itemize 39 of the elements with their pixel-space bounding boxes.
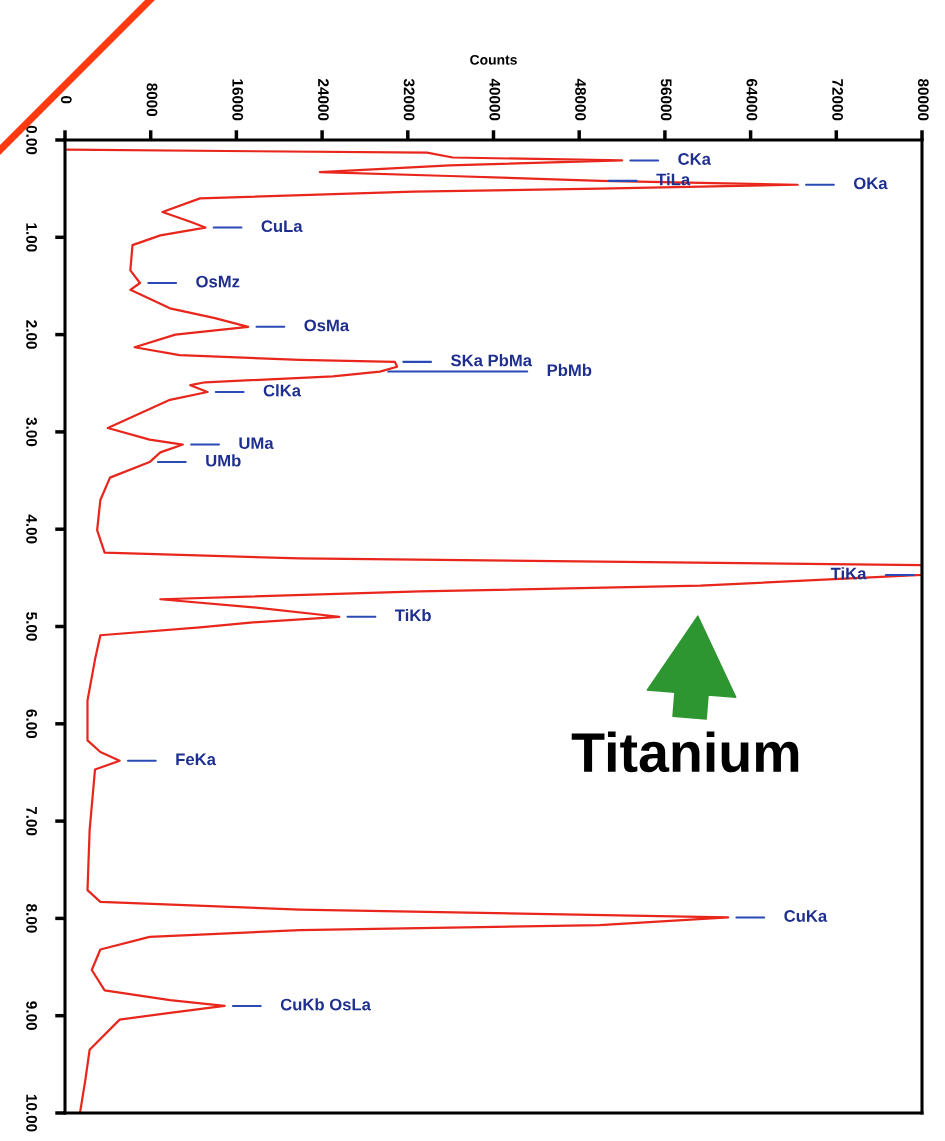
x-axis-title: Counts	[470, 54, 517, 65]
annotation: UMa	[239, 437, 274, 450]
y-tick-label: 4.00	[26, 514, 37, 544]
x-tick-label: 56000	[660, 78, 672, 121]
y-tick-label: 2.00	[26, 320, 37, 349]
annotation: SKa PbMa	[450, 354, 533, 367]
annotation: CKa	[678, 153, 712, 165]
y-tick-label: 3.00	[26, 417, 37, 447]
annotation: CuLa	[261, 220, 303, 233]
annotation: Titanium	[571, 731, 799, 773]
y-tick-label: 0.00	[26, 125, 37, 155]
y-tick-label: 9.00	[26, 1001, 37, 1030]
y-tick-label: 5.00	[26, 612, 37, 641]
annotation: CuKa	[784, 910, 828, 922]
annotation: TiKb	[394, 609, 431, 622]
x-tick-label: 32000	[403, 78, 415, 121]
x-tick-label: 72000	[832, 79, 844, 121]
annotation: TiKa	[830, 567, 867, 580]
annotation: PbMb	[547, 363, 592, 377]
annotation: ClKa	[263, 384, 302, 397]
y-tick-label: 1.00	[26, 223, 37, 252]
x-tick-label: 80000	[917, 78, 929, 121]
annotation: UMb	[206, 454, 241, 467]
annotation: CuKb OsLa	[280, 998, 372, 1011]
y-tick-label: 10.00	[26, 1094, 37, 1132]
x-tick-label: 0	[60, 96, 72, 104]
x-tick-label: 40000	[489, 78, 501, 121]
y-tick-label: 6.00	[26, 709, 37, 739]
y-tick-label: 7.00	[26, 806, 37, 836]
x-tick-label: 24000	[318, 79, 329, 121]
x-tick-label: 48000	[575, 78, 586, 121]
y-tick-label: 8.00	[26, 904, 37, 933]
annotation: OsMa	[304, 319, 350, 332]
x-tick-label: 16000	[232, 79, 244, 121]
x-tick-label: 8000	[146, 83, 158, 117]
x-tick-label: 64000	[746, 79, 758, 121]
annotation: OsMz	[196, 275, 240, 288]
annotation: FeKa	[176, 753, 217, 766]
annotation: OKa	[853, 177, 888, 190]
